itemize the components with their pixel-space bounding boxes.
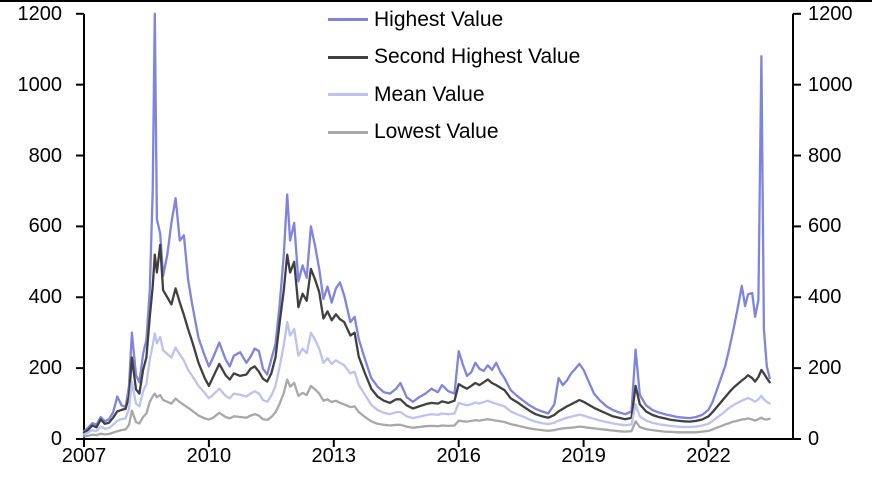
x-axis-tick-label: 2013 [311,445,357,467]
legend: Highest Value Second Highest Value Mean … [328,1,580,151]
series-line-second-highest-value [82,243,771,434]
y-axis-tick-label-right: 1200 [808,2,853,25]
y-axis-tick-label-right: 1000 [808,73,853,96]
legend-item-highest-value: Highest Value [328,1,580,39]
y-axis-tick-label-left: 200 [28,357,62,380]
legend-swatch-highest-value [328,18,368,22]
y-axis-tick-label-left: 800 [28,144,62,167]
x-axis-tick-label: 2016 [436,445,481,467]
y-axis-tick-label-left: 400 [28,286,62,309]
legend-item-second-highest-value: Second Highest Value [328,39,580,77]
series-line-lowest-value [82,378,771,438]
series-line-mean-value [82,320,771,436]
legend-swatch-mean-value [328,93,368,97]
legend-swatch-second-highest-value [328,55,368,59]
legend-swatch-lowest-value [328,130,368,134]
y-axis-tick-label-left: 1000 [17,73,63,96]
y-axis-tick-label-left: 1200 [17,2,63,25]
x-axis-tick-label: 2022 [686,445,731,467]
legend-label-mean-value: Mean Value [374,82,485,106]
y-axis-tick-label-left: 0 [50,428,62,450]
legend-label-lowest-value: Lowest Value [374,120,499,144]
y-axis-tick-label-right: 600 [808,215,842,238]
legend-item-mean-value: Mean Value [328,76,580,114]
y-axis-tick-label-right: 400 [808,286,842,309]
y-axis-tick-label-left: 600 [28,215,62,238]
legend-item-lowest-value: Lowest Value [328,114,580,152]
y-axis-tick-label-right: 0 [808,428,820,450]
x-axis-tick-label: 2007 [61,445,107,467]
x-axis-tick-label: 2019 [561,445,606,467]
legend-label-second-highest-value: Second Highest Value [374,45,581,69]
top-border-line [0,0,872,2]
x-axis-tick-label: 2010 [186,445,232,467]
y-axis-tick-label-right: 200 [808,357,842,380]
series-line-highest-value [82,12,771,433]
legend-label-highest-value: Highest Value [374,7,504,31]
y-axis-tick-label-right: 800 [808,144,842,167]
